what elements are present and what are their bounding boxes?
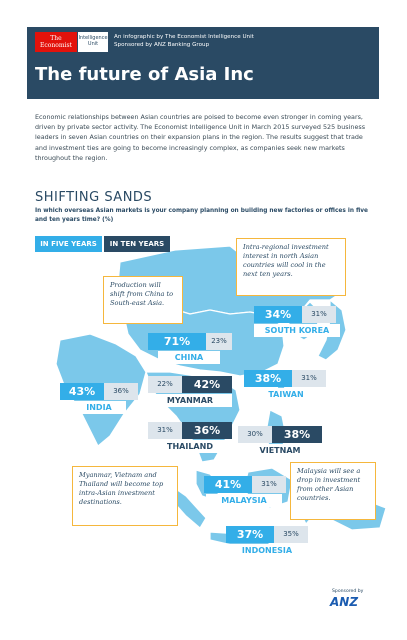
vietnam-five-years: 30% (238, 426, 272, 443)
eiu-logo: Intelligence Unit (78, 32, 108, 52)
taiwan-label: TAIWAN (256, 388, 316, 401)
stat-malaysia: 41% 31% (204, 476, 286, 493)
anz-logo: ANZ (330, 595, 359, 609)
malaysia-five-years: 41% (204, 476, 252, 493)
stat-thailand: 31% 36% (148, 422, 232, 439)
china-ten-years: 23% (206, 333, 232, 350)
section-title: SHIFTING SANDS (35, 190, 153, 205)
vietnam-label: VIETNAM (244, 444, 316, 457)
callout-production: Production will shift from China to Sout… (103, 276, 183, 324)
china-label: CHINA (158, 351, 220, 364)
malaysia-ten-years: 31% (252, 476, 286, 493)
credit-line-1: An infographic by The Economist Intellig… (114, 34, 254, 40)
eiu-line-2: Unit (87, 41, 99, 47)
india-ten-years: 36% (104, 383, 138, 400)
stat-south-korea: 34% 31% (254, 306, 336, 323)
myanmar-ten-years: 42% (182, 376, 232, 393)
india-label: INDIA (72, 401, 126, 414)
taiwan-ten-years: 31% (292, 370, 326, 387)
south-korea-ten-years: 31% (302, 306, 336, 323)
stat-vietnam: 30% 38% (238, 426, 322, 443)
intro-paragraph: Economic relationships between Asian cou… (35, 113, 366, 162)
economist-logo: The Economist (35, 32, 77, 52)
stat-myanmar: 22% 42% (148, 376, 232, 393)
credit-line-2: Sponsored by ANZ Banking Group (114, 42, 210, 48)
sponsored-by-label: Sponsored by (332, 589, 364, 594)
south-korea-label: SOUTH KOREA (254, 324, 340, 337)
stat-china: 71% 23% (148, 333, 232, 350)
callout-malaysia: Malaysia will see a drop in investment f… (290, 462, 376, 520)
india-five-years: 43% (60, 383, 104, 400)
tab-ten-years[interactable]: IN TEN YEARS (104, 236, 170, 252)
eiu-line-1: Intelligence (78, 35, 108, 41)
indonesia-label: INDONESIA (226, 544, 308, 557)
thailand-label: THAILAND (154, 440, 226, 453)
china-five-years: 71% (148, 333, 206, 350)
myanmar-five-years: 22% (148, 376, 182, 393)
stat-indonesia: 37% 35% (226, 526, 308, 543)
thailand-five-years: 31% (148, 422, 182, 439)
callout-myanmar-vietnam: Myanmar, Vietnam and Thailand will becom… (72, 466, 178, 526)
tab-five-years[interactable]: IN FIVE YEARS (35, 236, 102, 252)
stat-taiwan: 38% 31% (244, 370, 326, 387)
south-korea-five-years: 34% (254, 306, 302, 323)
logo-line-2: Economist (40, 42, 72, 49)
indonesia-five-years: 37% (226, 526, 274, 543)
indonesia-ten-years: 35% (274, 526, 308, 543)
myanmar-label: MYANMAR (148, 394, 232, 407)
callout-intra-regional: Intra-regional investment interest in no… (236, 238, 346, 296)
stat-india: 43% 36% (60, 383, 138, 400)
thailand-ten-years: 36% (182, 422, 232, 439)
survey-question: In which overseas Asian markets is your … (35, 208, 368, 223)
page-title: The future of Asia Inc (35, 64, 254, 85)
malaysia-label: MALAYSIA (206, 494, 282, 507)
logo-line-1: The (50, 35, 62, 42)
vietnam-ten-years: 38% (272, 426, 322, 443)
taiwan-five-years: 38% (244, 370, 292, 387)
